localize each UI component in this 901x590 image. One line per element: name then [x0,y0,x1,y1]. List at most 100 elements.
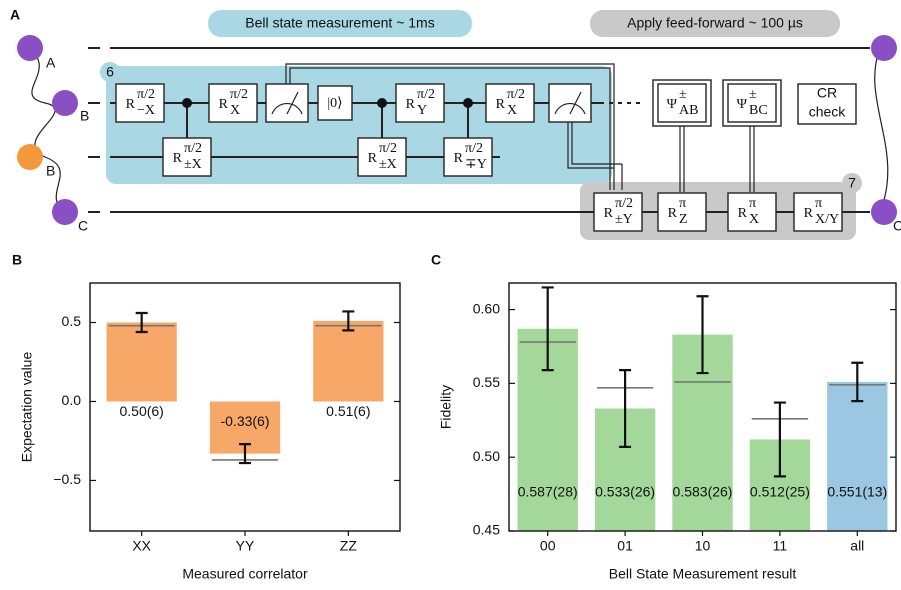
axes-frame [89,282,401,532]
box-number-bg [100,62,120,82]
qubit-label: B [46,163,55,179]
value-label: 0.50(6) [119,403,163,419]
gate-base: R [454,151,464,166]
classical-wire [679,122,755,192]
classical-wire [285,63,615,190]
y-tick-label: −0.5 [53,471,81,487]
qubit-label: C [78,218,88,234]
gate [793,192,843,232]
gate-sub: −X [137,103,155,118]
x-tick-label: 10 [695,538,711,554]
error-bar [239,443,251,465]
qubits [17,35,897,225]
gate [162,137,212,177]
classical-wire [567,122,623,190]
gate-base: R [368,151,378,166]
gate-base: Ψ [667,97,678,112]
x-tick-label: 01 [617,538,633,554]
gate-sub: BC [749,103,768,118]
control-dot [463,98,473,108]
measurements [265,83,592,123]
gate [593,192,643,232]
value-label: 0.51(6) [326,403,370,419]
ket-label: |0⟩ [327,96,342,111]
check-gate [797,83,857,125]
ff-label: Apply feed-forward ~ 100 µs [627,15,803,31]
x-tick-label: YY [236,538,255,554]
error-bar [619,368,632,448]
gate-sub: ±X [184,157,202,172]
gate [657,192,707,232]
gate [727,83,777,123]
gate-base: R [173,151,183,166]
meter [271,91,303,115]
gate [115,83,165,123]
qubit [17,35,43,61]
meter [554,91,586,115]
x-tick-label: 00 [540,538,556,554]
gate-sup: π/2 [417,87,435,102]
control-dot [182,98,192,108]
gate-sub: AB [679,103,698,118]
gate [443,137,493,177]
y-tick-label: 0.5 [62,313,82,329]
gate-sub: X [507,103,517,118]
gate-sub: Z [679,212,688,227]
x-axis-label: Measured correlator [182,566,308,582]
qubit [52,90,78,116]
error-bar [135,311,148,334]
gate-sup: ± [749,87,757,102]
qubit [871,35,897,61]
box-number-bg [842,173,862,193]
panel-label: A [10,7,20,23]
gate-sup: π/2 [507,87,525,102]
bar [827,381,888,531]
error-bar [696,295,709,375]
check-label: check [809,104,847,120]
bar [313,320,384,402]
ff-pill [590,10,840,37]
y-axis-label: Fidelity [438,385,454,429]
gate-sup: π/2 [465,141,483,156]
y-axis-label: Expectation value [19,352,35,463]
gate-sub: ∓Y [465,157,487,172]
gate-sup: π [679,196,686,211]
gate [208,83,258,123]
y-tick-label: 0.50 [473,448,500,464]
gate-base: R [406,97,416,112]
box-number: 6 [106,64,114,80]
gate-sub: X [749,212,759,227]
control-dot [377,98,387,108]
gate-base: R [804,206,814,221]
gate-sub: Y [417,103,427,118]
gate-sup: π [749,196,756,211]
entanglement [874,47,889,213]
qubit [52,199,78,225]
gate-base: R [126,97,136,112]
x-axis-label: Bell State Measurement result [609,566,797,582]
gate [395,83,445,123]
box-number: 7 [848,175,856,191]
gate-base: R [496,97,506,112]
x-tick-label: 11 [773,538,788,554]
gate-base: R [219,97,229,112]
gate-sup: π/2 [379,141,397,156]
value-label: 0.533(26) [595,484,655,500]
error-bar [773,401,786,478]
gate-base: R [604,206,614,221]
gate-sup: ± [679,87,687,102]
y-tick-label: 0.45 [473,522,500,538]
error-bar [851,361,864,403]
gate [485,83,535,123]
qubit-label: A [46,55,56,71]
qubit-label: B [80,108,89,124]
gate-sup: π/2 [615,196,633,211]
panel-label: B [12,252,22,268]
check-label: CR [817,85,837,101]
gate [657,83,707,123]
axes-frame [508,282,897,532]
bar [106,322,177,402]
value-label: 0.587(28) [518,484,578,500]
value-label: 0.551(13) [827,484,887,500]
qubit [871,199,897,225]
